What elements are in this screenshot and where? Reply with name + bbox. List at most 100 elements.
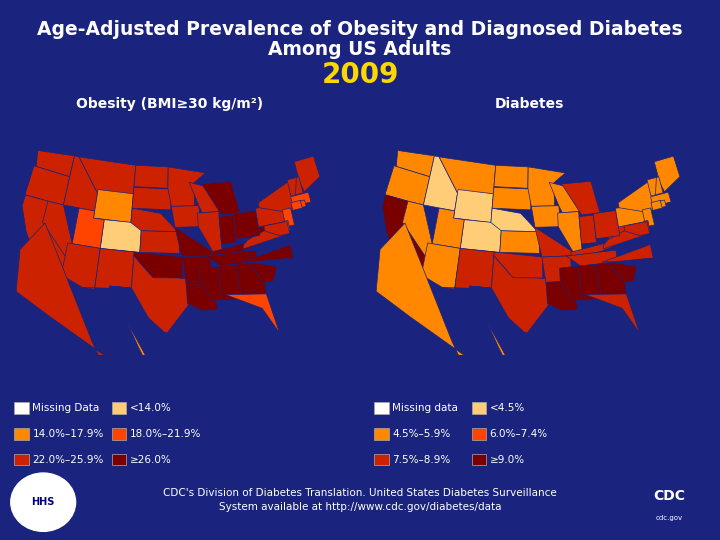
Polygon shape: [202, 181, 240, 215]
Text: Missing Data: Missing Data: [32, 403, 99, 413]
Polygon shape: [219, 215, 237, 244]
Polygon shape: [79, 157, 136, 194]
Polygon shape: [233, 211, 260, 239]
Text: ≥9.0%: ≥9.0%: [490, 455, 525, 464]
Polygon shape: [644, 220, 650, 231]
Polygon shape: [528, 167, 565, 206]
Polygon shape: [469, 255, 549, 333]
Polygon shape: [72, 208, 104, 248]
Polygon shape: [421, 243, 460, 289]
Polygon shape: [247, 262, 277, 282]
Polygon shape: [654, 156, 680, 192]
Polygon shape: [494, 252, 543, 278]
Polygon shape: [134, 165, 168, 188]
Polygon shape: [291, 192, 311, 207]
Polygon shape: [197, 212, 222, 252]
Polygon shape: [376, 223, 480, 402]
Text: cdc.gov: cdc.gov: [656, 515, 683, 522]
Bar: [112, 454, 126, 465]
Polygon shape: [94, 190, 133, 222]
Polygon shape: [182, 256, 212, 282]
Polygon shape: [651, 177, 663, 195]
Polygon shape: [382, 195, 426, 275]
Polygon shape: [494, 165, 528, 188]
Text: CDC's Division of Diabetes Translation. United States Diabetes Surveillance
Syst: CDC's Division of Diabetes Translation. …: [163, 488, 557, 511]
Polygon shape: [396, 151, 434, 177]
Text: 2009: 2009: [321, 60, 399, 89]
Polygon shape: [618, 180, 657, 212]
Polygon shape: [282, 208, 294, 227]
Text: 14.0%–17.9%: 14.0%–17.9%: [32, 429, 104, 438]
Polygon shape: [595, 263, 626, 297]
Text: ≥26.0%: ≥26.0%: [130, 455, 171, 464]
Text: 6.0%–7.4%: 6.0%–7.4%: [490, 429, 548, 438]
Polygon shape: [660, 200, 666, 207]
Polygon shape: [651, 192, 671, 207]
Polygon shape: [500, 231, 539, 253]
Polygon shape: [175, 227, 213, 257]
Bar: [374, 454, 389, 465]
Bar: [374, 402, 389, 414]
Polygon shape: [291, 177, 303, 195]
Polygon shape: [603, 225, 649, 249]
Polygon shape: [439, 157, 496, 194]
Polygon shape: [207, 250, 258, 266]
Polygon shape: [246, 220, 273, 239]
Polygon shape: [83, 248, 134, 289]
Polygon shape: [199, 266, 222, 301]
Polygon shape: [287, 178, 297, 196]
Polygon shape: [42, 201, 72, 258]
Polygon shape: [131, 208, 178, 232]
Text: 7.5%–8.9%: 7.5%–8.9%: [392, 455, 451, 464]
Polygon shape: [294, 156, 320, 192]
Polygon shape: [577, 264, 602, 301]
Polygon shape: [264, 221, 289, 235]
Polygon shape: [607, 262, 637, 282]
Polygon shape: [492, 187, 531, 210]
Polygon shape: [602, 245, 653, 262]
Text: 18.0%–21.9%: 18.0%–21.9%: [130, 429, 201, 438]
Polygon shape: [242, 245, 293, 262]
Polygon shape: [300, 200, 306, 207]
Text: 22.0%–25.9%: 22.0%–25.9%: [32, 455, 104, 464]
Polygon shape: [235, 263, 266, 297]
Bar: [374, 428, 389, 440]
Bar: [14, 428, 29, 440]
Polygon shape: [585, 294, 639, 331]
Polygon shape: [559, 266, 582, 301]
Polygon shape: [542, 256, 572, 282]
Polygon shape: [100, 220, 142, 252]
Bar: [472, 454, 486, 465]
Text: Obesity (BMI≥30 kg/m²): Obesity (BMI≥30 kg/m²): [76, 97, 263, 111]
Polygon shape: [171, 206, 201, 227]
Polygon shape: [443, 248, 494, 289]
Polygon shape: [168, 167, 205, 206]
Polygon shape: [63, 156, 97, 211]
Polygon shape: [567, 250, 618, 266]
Polygon shape: [225, 294, 279, 331]
Text: CDC: CDC: [654, 489, 685, 503]
Text: <4.5%: <4.5%: [490, 403, 525, 413]
Bar: [112, 402, 126, 414]
Text: <14.0%: <14.0%: [130, 403, 171, 413]
Polygon shape: [25, 166, 70, 205]
Polygon shape: [557, 212, 582, 252]
Text: Among US Adults: Among US Adults: [269, 40, 451, 59]
Polygon shape: [616, 203, 649, 227]
Polygon shape: [22, 195, 66, 275]
Polygon shape: [385, 166, 430, 205]
Polygon shape: [562, 181, 600, 215]
Polygon shape: [651, 200, 662, 211]
Polygon shape: [460, 220, 502, 252]
Polygon shape: [491, 208, 538, 232]
Polygon shape: [217, 264, 242, 301]
Bar: [472, 428, 486, 440]
Polygon shape: [647, 178, 657, 196]
Polygon shape: [186, 281, 218, 310]
Polygon shape: [211, 241, 253, 256]
Polygon shape: [109, 255, 189, 333]
Polygon shape: [606, 220, 633, 239]
Polygon shape: [140, 231, 179, 253]
Polygon shape: [423, 156, 457, 211]
Polygon shape: [258, 180, 297, 212]
